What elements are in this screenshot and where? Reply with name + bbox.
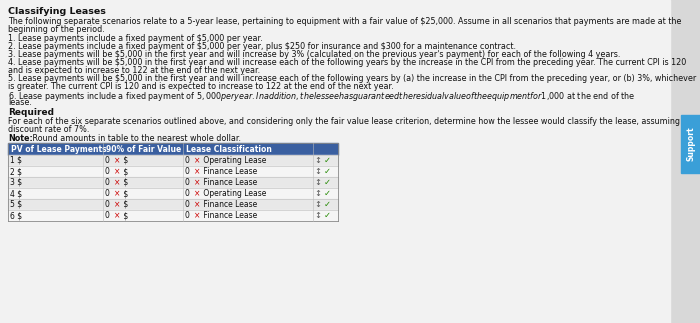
- Text: 3. Lease payments will be $5,000 in the first year and will increase by 3% (calc: 3. Lease payments will be $5,000 in the …: [8, 50, 620, 59]
- Text: Finance Lease: Finance Lease: [201, 178, 258, 187]
- Text: Finance Lease: Finance Lease: [201, 211, 258, 220]
- Text: ×: ×: [194, 167, 200, 176]
- Text: ↕: ↕: [314, 189, 321, 198]
- Text: ×: ×: [194, 200, 200, 209]
- Text: Round amounts in table to the nearest whole dollar.: Round amounts in table to the nearest wh…: [30, 134, 241, 143]
- Text: 0: 0: [185, 167, 193, 176]
- Text: $: $: [121, 156, 128, 165]
- Text: ✓: ✓: [324, 178, 331, 187]
- Text: 0: 0: [185, 156, 193, 165]
- Text: 0: 0: [105, 167, 112, 176]
- Bar: [8, 155, 338, 166]
- Text: 4. Lease payments will be $5,000 in the first year and will increase each of the: 4. Lease payments will be $5,000 in the …: [8, 58, 686, 67]
- Text: 5. Lease payments will be $5,000 in the first year and will increase each of the: 5. Lease payments will be $5,000 in the …: [8, 74, 696, 83]
- Text: ×: ×: [194, 211, 200, 220]
- Text: ×: ×: [114, 211, 120, 220]
- Text: 3 $: 3 $: [10, 178, 22, 187]
- Text: 0: 0: [185, 178, 193, 187]
- Bar: [8, 166, 338, 177]
- Text: The following separate scenarios relate to a 5-year lease, pertaining to equipme: The following separate scenarios relate …: [8, 17, 681, 26]
- Text: 0: 0: [105, 178, 112, 187]
- Text: 1. Lease payments include a fixed payment of $5,000 per year.: 1. Lease payments include a fixed paymen…: [8, 34, 262, 43]
- Text: ×: ×: [114, 178, 120, 187]
- Text: 2. Lease payments include a fixed payment of $5,000 per year, plus $250 for insu: 2. Lease payments include a fixed paymen…: [8, 42, 516, 51]
- Text: $: $: [121, 189, 128, 198]
- Text: 90% of Fair Value: 90% of Fair Value: [106, 144, 181, 153]
- Text: discount rate of 7%.: discount rate of 7%.: [8, 125, 90, 134]
- Text: ×: ×: [114, 156, 120, 165]
- Bar: [8, 199, 338, 210]
- Text: ×: ×: [194, 189, 200, 198]
- Text: 0: 0: [185, 189, 193, 198]
- Text: Finance Lease: Finance Lease: [201, 167, 258, 176]
- Text: 0: 0: [105, 211, 112, 220]
- Text: ×: ×: [114, 189, 120, 198]
- Text: is greater. The current CPI is 120 and is expected to increase to 122 at the end: is greater. The current CPI is 120 and i…: [8, 82, 393, 91]
- Text: Classifying Leases: Classifying Leases: [8, 7, 106, 16]
- Text: PV of Lease Payments: PV of Lease Payments: [11, 144, 106, 153]
- Text: lease.: lease.: [8, 98, 32, 107]
- Text: ↕: ↕: [314, 178, 321, 187]
- Text: 2 $: 2 $: [10, 167, 22, 176]
- Text: ✓: ✓: [324, 189, 331, 198]
- Text: ✓: ✓: [324, 211, 331, 220]
- Text: $: $: [121, 200, 128, 209]
- Text: 0: 0: [105, 200, 112, 209]
- Text: ↕: ↕: [314, 156, 321, 165]
- Text: Operating Lease: Operating Lease: [201, 189, 267, 198]
- Text: beginning of the period.: beginning of the period.: [8, 25, 105, 34]
- Text: 4 $: 4 $: [10, 189, 22, 198]
- Text: 0: 0: [105, 156, 112, 165]
- Text: $: $: [121, 167, 128, 176]
- Text: ×: ×: [114, 200, 120, 209]
- Text: Required: Required: [8, 108, 54, 117]
- Text: Lease Classification: Lease Classification: [186, 144, 272, 153]
- Text: ✓: ✓: [324, 156, 331, 165]
- Bar: [681, 115, 700, 173]
- Text: 1 $: 1 $: [10, 156, 22, 165]
- Bar: [8, 143, 338, 155]
- Text: ↕: ↕: [314, 211, 321, 220]
- Text: 6 $: 6 $: [10, 211, 22, 220]
- Text: 0: 0: [185, 200, 193, 209]
- Text: 6. Lease payments include a fixed payment of $5,000 per year. In addition, the l: 6. Lease payments include a fixed paymen…: [8, 90, 636, 103]
- Text: and is expected to increase to 122 at the end of the next year.: and is expected to increase to 122 at th…: [8, 66, 260, 75]
- Text: ×: ×: [194, 178, 200, 187]
- Text: For each of the six separate scenarios outlined above, and considering only the : For each of the six separate scenarios o…: [8, 117, 687, 126]
- Text: ✓: ✓: [324, 167, 331, 176]
- Text: Operating Lease: Operating Lease: [201, 156, 267, 165]
- Bar: [8, 210, 338, 221]
- Text: ✓: ✓: [324, 200, 331, 209]
- Text: Finance Lease: Finance Lease: [201, 200, 258, 209]
- Bar: [8, 177, 338, 188]
- Text: Note:: Note:: [8, 134, 33, 143]
- Bar: [8, 188, 338, 199]
- Text: 0: 0: [105, 189, 112, 198]
- Text: ×: ×: [194, 156, 200, 165]
- Text: 5 $: 5 $: [10, 200, 22, 209]
- Text: 0: 0: [185, 211, 193, 220]
- Text: ×: ×: [114, 167, 120, 176]
- Text: ↕: ↕: [314, 200, 321, 209]
- Text: ↕: ↕: [314, 167, 321, 176]
- Text: $: $: [121, 178, 128, 187]
- Text: $: $: [121, 211, 128, 220]
- Text: Support: Support: [686, 127, 695, 161]
